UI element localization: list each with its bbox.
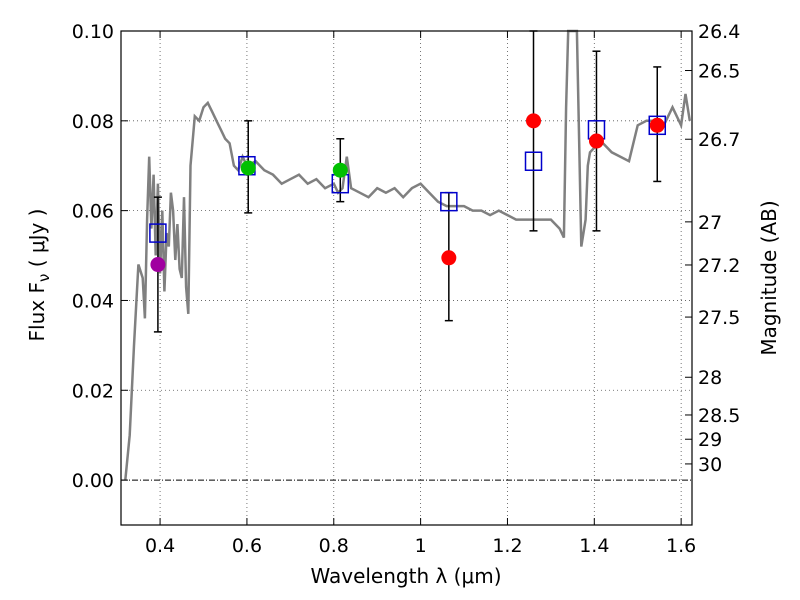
y-tick-label: 0.06 [72,201,114,223]
mag-tick-label: 26.5 [698,61,740,83]
y-tick-label: 0.04 [72,290,114,312]
x-tick-label: 0.6 [232,535,262,557]
y-tick-label: 0.00 [72,470,114,492]
observed-photometry-markers [150,113,665,273]
x-axis-label: Wavelength λ (μm) [310,564,501,588]
model-photometry-square [440,191,458,212]
mag-tick-label: 28 [698,367,722,389]
y-tick-label: 0.08 [72,111,114,133]
observed-photometry-point [649,117,665,133]
model-spectrum-line [124,29,692,481]
model-photometry-square [648,115,667,136]
x-tick-label: 0.8 [319,535,349,557]
y-label-subscript: ν [35,274,53,282]
observed-photometry-point [588,133,604,149]
observed-photometry-point [332,162,348,178]
axis-ticks [121,30,692,525]
observed-photometry-point [150,257,166,273]
y-label-part: Flux F [25,282,49,341]
model-photometry-square [149,223,167,243]
y-axis-label: Flux Fν ( μJy ) [25,209,53,342]
mag-tick-label: 29 [698,429,722,451]
mag-tick-label: 28.5 [698,405,740,427]
observed-photometry-point [526,113,542,129]
x-tick-label: 0.4 [145,535,175,557]
mag-tick-label: 26.4 [698,21,740,43]
mag-tick-label: 30 [698,454,722,476]
mag-tick-label: 26.7 [698,129,740,151]
right-axis-label: Magnitude (AB) [757,200,781,355]
y-label-part: ( μJy ) [25,209,49,274]
model-photometry-square [524,151,543,171]
y-tick-label: 0.10 [72,21,114,43]
plot-area [124,29,692,481]
tick-labels: 0.4 0.6 0.8 1 1.2 1.4 1.6 0.00 0.02 0.04 0.06 0.08 0… [72,21,741,557]
observed-photometry-point [240,160,256,176]
y-tick-label: 0.02 [72,380,114,402]
x-tick-label: 1 [415,535,427,557]
x-tick-label: 1.2 [492,535,522,557]
plot-frame [120,30,693,526]
x-tick-label: 1.4 [579,535,609,557]
observed-photometry-point [441,250,457,266]
mag-tick-label: 27.2 [698,255,740,277]
mag-tick-label: 27.5 [698,307,740,329]
mag-tick-label: 27 [698,212,722,234]
x-tick-label: 1.6 [666,535,696,557]
